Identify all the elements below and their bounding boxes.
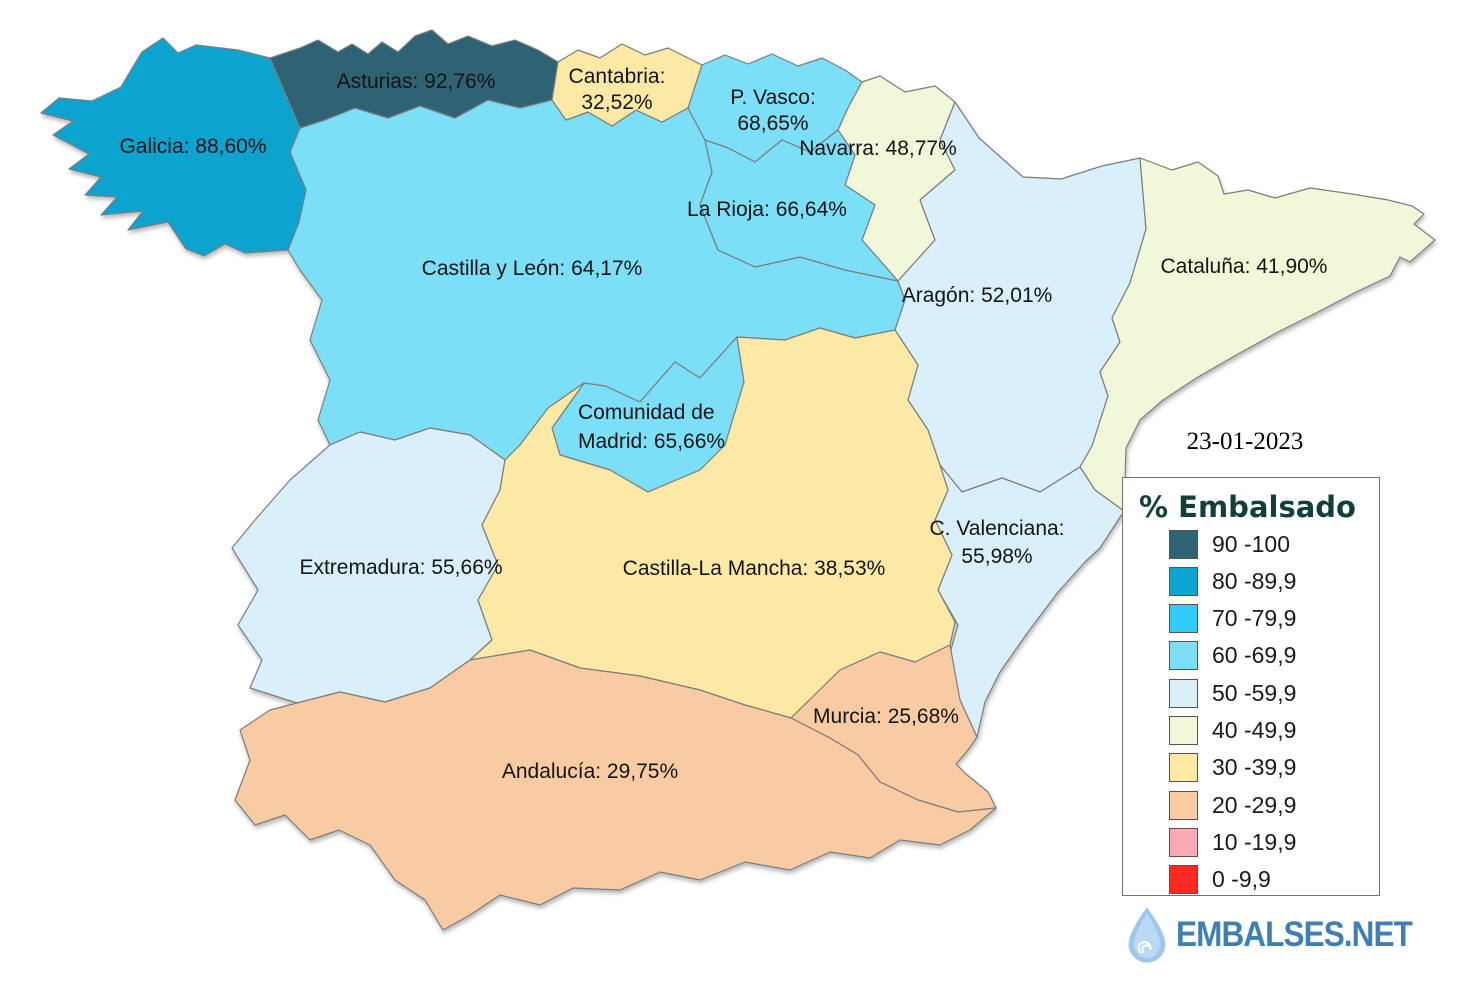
legend-range-label: 0 -9,9 [1212, 866, 1271, 893]
region-label-clm: Castilla-La Mancha: 38,53% [623, 557, 886, 580]
legend-range-label: 60 -69,9 [1212, 642, 1297, 669]
region-cataluna [1079, 157, 1436, 512]
legend-range-label: 40 -49,9 [1212, 717, 1297, 743]
legend-row-6: 30 -39,9 [1169, 753, 1296, 783]
legend-row-4: 50 -59,9 [1169, 678, 1296, 708]
legend-range-label: 80 -89,9 [1212, 567, 1297, 594]
map-date: 23-01-2023 [1186, 428, 1304, 455]
region-andalucia [234, 649, 997, 931]
region-larioja [699, 129, 899, 282]
legend-swatch-1 [1169, 566, 1198, 596]
legend-title: % Embalsado [1139, 490, 1356, 524]
region-label-madrid-line2: Madrid: 65,66% [578, 430, 725, 453]
legend: % Embalsado 90 -100 80 -89,9 70 -79,9 60 -6… [1122, 477, 1380, 896]
legend-swatch-7 [1169, 790, 1198, 820]
region-label-valenciana-line2: 55,98% [961, 545, 1032, 568]
legend-swatch-9 [1169, 865, 1198, 895]
logo-text: EMBALSES.NET [1176, 915, 1413, 954]
legend-swatch-0 [1169, 529, 1198, 559]
legend-range-label: 90 -100 [1212, 530, 1291, 557]
region-label-extremadura: Extremadura: 55,66% [299, 556, 502, 579]
legend-swatch-5 [1169, 716, 1198, 745]
legend-row-2: 70 -79,9 [1169, 604, 1296, 634]
legend-row-9: 0 -9,9 [1169, 865, 1271, 895]
legend-row-0: 90 -100 [1169, 529, 1290, 559]
legend-swatch-2 [1169, 604, 1198, 634]
region-label-cantabria-line2: 32,52% [581, 91, 652, 114]
water-drop-icon [1128, 907, 1166, 963]
region-label-cantabria-line1: Cantabria: [569, 65, 666, 88]
region-label-asturias: Asturias: 92,76% [337, 70, 496, 93]
legend-swatch-6 [1169, 753, 1198, 783]
legend-range-label: 70 -79,9 [1212, 605, 1297, 632]
legend-row-3: 60 -69,9 [1169, 641, 1296, 671]
region-label-pvasco-line1: P. Vasco: [730, 86, 816, 109]
region-label-cataluna: Cataluña: 41,90% [1161, 255, 1328, 278]
region-label-pvasco-line2: 68,65% [737, 112, 808, 135]
region-label-andalucia: Andalucía: 29,75% [502, 760, 678, 783]
region-label-aragon: Aragón: 52,01% [902, 284, 1053, 307]
legend-row-7: 20 -29,9 [1169, 790, 1296, 820]
legend-row-1: 80 -89,9 [1169, 566, 1296, 596]
legend-swatch-4 [1169, 678, 1198, 708]
legend-range-label: 50 -59,9 [1212, 679, 1297, 706]
legend-swatch-3 [1169, 641, 1198, 671]
legend-range-label: 20 -29,9 [1212, 791, 1297, 818]
embalses-logo[interactable]: EMBALSES.NET [1124, 906, 1438, 964]
region-label-navarra: Navarra: 48,77% [799, 137, 957, 160]
region-label-castillayleon: Castilla y León: 64,17% [422, 257, 643, 280]
region-asturias [269, 29, 559, 129]
legend-swatch-8 [1169, 827, 1198, 857]
region-label-madrid-line1: Comunidad de [578, 401, 715, 424]
legend-row-8: 10 -19,9 [1169, 827, 1296, 857]
region-label-murcia: Murcia: 25,68% [813, 705, 959, 728]
region-label-larioja: La Rioja: 66,64% [687, 198, 847, 221]
legend-row-5: 40 -49,9 [1169, 716, 1296, 746]
legend-range-label: 30 -39,9 [1212, 754, 1297, 781]
region-label-galicia: Galicia: 88,60% [119, 135, 266, 158]
region-valenciana [934, 464, 1125, 738]
legend-range-label: 10 -19,9 [1212, 828, 1297, 855]
region-label-valenciana-line1: C. Valenciana: [929, 517, 1064, 540]
